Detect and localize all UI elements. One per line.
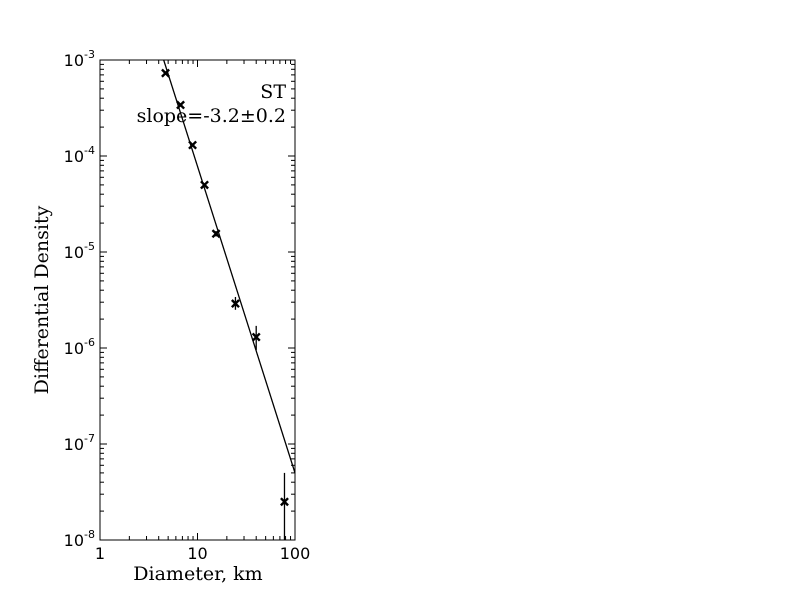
x-marker bbox=[251, 332, 261, 342]
x-marker bbox=[176, 100, 185, 110]
plot-frame bbox=[99, 59, 296, 541]
data-point bbox=[188, 140, 198, 150]
x-marker bbox=[161, 68, 170, 78]
x-tick-label: 100 bbox=[280, 544, 311, 563]
x-axis-title: Diameter, km bbox=[133, 563, 262, 585]
y-tick-label: 10-7 bbox=[64, 432, 95, 454]
x-marker bbox=[280, 497, 289, 507]
y-axis-title: Differential Density bbox=[31, 205, 53, 394]
data-point bbox=[200, 180, 209, 190]
y-tick-label: 10-4 bbox=[64, 144, 95, 166]
x-marker bbox=[211, 229, 221, 239]
y-tick-label: 10-5 bbox=[64, 240, 95, 262]
x-marker bbox=[200, 180, 209, 190]
x-marker bbox=[230, 299, 240, 309]
x-tick-label: 10 bbox=[187, 544, 207, 563]
y-tick-label: 10-3 bbox=[64, 48, 95, 70]
x-marker bbox=[188, 140, 198, 150]
data-point bbox=[161, 68, 170, 78]
data-point bbox=[280, 472, 289, 540]
x-tick-label: 1 bbox=[95, 544, 105, 563]
annotation-slope: slope=-3.2±0.2 bbox=[137, 105, 286, 127]
data-point bbox=[251, 325, 261, 351]
fit-line bbox=[163, 60, 295, 474]
data-point bbox=[211, 229, 221, 239]
annotation-label: ST bbox=[260, 81, 286, 103]
y-tick-label: 10-6 bbox=[64, 336, 95, 358]
y-tick-label: 10-8 bbox=[64, 528, 95, 550]
data-point bbox=[230, 296, 240, 310]
data-point bbox=[176, 100, 185, 110]
